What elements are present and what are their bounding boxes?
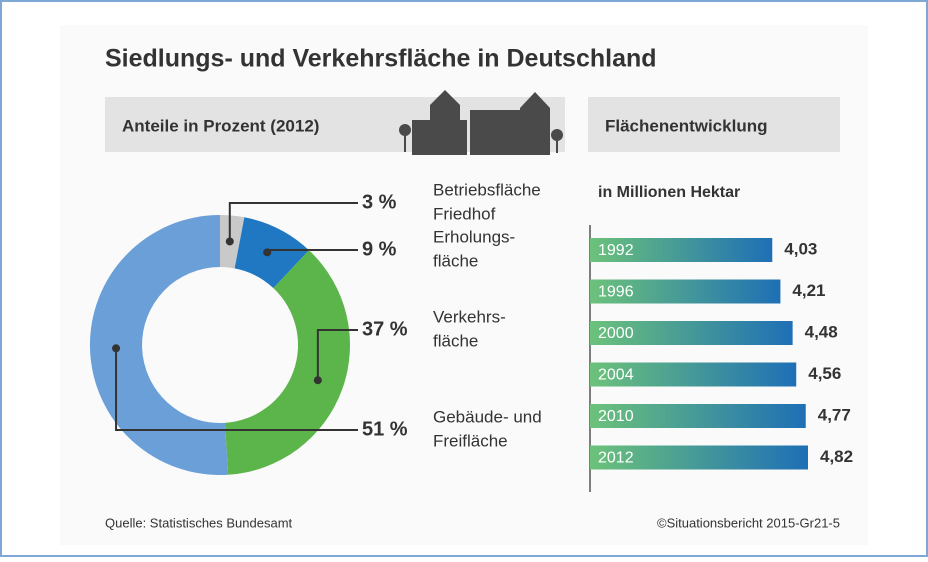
value-label: 4,56	[808, 364, 841, 383]
category-label: Verkehrs-	[433, 307, 506, 326]
category-label: fläche	[433, 331, 478, 350]
leader-dot	[314, 376, 322, 384]
page-title: Siedlungs- und Verkehrsfläche in Deutsch…	[105, 45, 657, 73]
category-label: Gebäude- und	[433, 407, 542, 426]
donut-title: Anteile in Prozent (2012)	[122, 116, 319, 135]
year-label: 2010	[598, 408, 634, 425]
value-label: 4,48	[805, 322, 838, 341]
value-label: 9 %	[362, 238, 397, 260]
value-label: 51 %	[362, 418, 408, 440]
category-label: Freifläche	[433, 431, 508, 450]
value-label: 4,77	[818, 405, 851, 424]
value-label: 4,21	[792, 281, 825, 300]
year-label: 2004	[598, 367, 634, 384]
category-label: Betriebsfläche	[433, 180, 541, 199]
category-label: Friedhof	[433, 204, 496, 223]
bar-title: Flächenentwicklung	[605, 116, 767, 135]
value-label: 37 %	[362, 318, 408, 340]
leader-dot	[226, 237, 234, 245]
leader-dot	[112, 344, 120, 352]
value-label: 3 %	[362, 191, 397, 213]
value-label: 4,03	[784, 239, 817, 258]
value-label: 4,82	[820, 447, 853, 466]
category-label: fläche	[433, 251, 478, 270]
page: Siedlungs- und Verkehrsfläche in Deutsch…	[0, 0, 928, 557]
source: Quelle: Statistisches Bundesamt	[105, 515, 293, 530]
credit: ©Situationsbericht 2015-Gr21-5	[657, 515, 840, 530]
year-label: 2012	[598, 450, 634, 467]
year-label: 1992	[598, 242, 634, 259]
category-label: Erholungs-	[433, 227, 515, 246]
bar-subtitle: in Millionen Hektar	[598, 184, 740, 201]
year-label: 1996	[598, 284, 634, 301]
leader-dot	[263, 248, 271, 256]
year-label: 2000	[598, 325, 634, 342]
